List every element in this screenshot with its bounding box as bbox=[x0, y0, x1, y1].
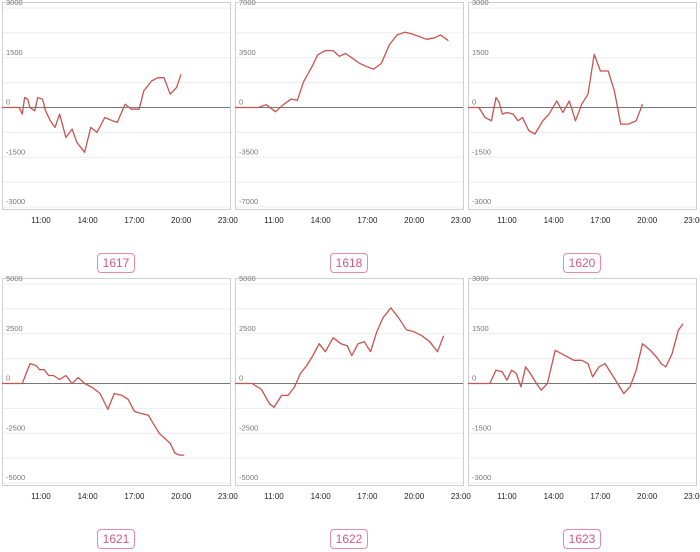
x-tick-label: 20:00 bbox=[637, 216, 658, 225]
x-tick-label: 17:00 bbox=[124, 492, 145, 501]
x-tick-label: 11:00 bbox=[497, 492, 517, 501]
x-tick-label: 20:00 bbox=[171, 492, 192, 501]
y-tick-label: -3000 bbox=[472, 473, 491, 482]
chart-svg: 3000 1500 0 -1500 -3000 11:00 14:00 17:00 20:00 2… bbox=[468, 274, 700, 501]
y-tick-label: -1500 bbox=[472, 423, 491, 432]
y-tick-label: 1500 bbox=[472, 48, 489, 57]
x-tick-label: 20:00 bbox=[404, 216, 425, 225]
x-tick-label: 11:00 bbox=[31, 492, 51, 501]
x-tick-label: 23:00 bbox=[684, 216, 700, 225]
chart-panel-1623: 3000 1500 0 -1500 -3000 11:00 14:00 17:00 20:00 2… bbox=[466, 274, 700, 552]
series-line bbox=[468, 323, 684, 395]
chart-panel-1618: 7000 3500 0 -3500 -7000 11:00 14:00 17:00 20:00 2… bbox=[233, 0, 471, 276]
chart-title: 1622 bbox=[329, 529, 369, 549]
y-tick-label: 1500 bbox=[472, 324, 489, 333]
y-tick-label: -3000 bbox=[472, 197, 491, 206]
y-tick-label: -1500 bbox=[472, 147, 491, 156]
y-tick-label: 3000 bbox=[6, 0, 23, 7]
x-tick-label: 14:00 bbox=[311, 216, 332, 225]
chart-title: 1621 bbox=[96, 529, 136, 549]
plot-area bbox=[468, 2, 697, 210]
chart-panel-1622: 5000 2500 0 -2500 -5000 11:00 14:00 17:00 20:00 2… bbox=[233, 274, 471, 552]
x-tick-label: 23:00 bbox=[218, 216, 239, 225]
x-tick-label: 20:00 bbox=[171, 216, 192, 225]
y-tick-label: 2500 bbox=[239, 324, 256, 333]
chart-svg: 3000 1500 0 -1500 -3000 11:00 14:00 17:00 20:00 2… bbox=[468, 0, 700, 225]
y-tick-label: 0 bbox=[472, 374, 476, 383]
x-tick-label: 20:00 bbox=[637, 492, 658, 501]
y-tick-label: 3500 bbox=[239, 48, 256, 57]
y-tick-label: 3000 bbox=[472, 274, 489, 283]
x-tick-label: 14:00 bbox=[78, 216, 99, 225]
y-tick-label: 7000 bbox=[239, 0, 256, 7]
chart-svg: 7000 3500 0 -3500 -7000 11:00 14:00 17:00 20:00 2… bbox=[235, 0, 471, 225]
y-tick-label: -5000 bbox=[239, 473, 258, 482]
plot-area bbox=[468, 278, 697, 486]
y-tick-label: 0 bbox=[239, 374, 243, 383]
y-tick-label: 0 bbox=[6, 98, 10, 107]
chart-panel-1621: 5000 2500 0 -2500 -5000 11:00 14:00 17:00 20:00 2… bbox=[0, 274, 238, 552]
y-tick-label: -3000 bbox=[6, 197, 25, 206]
plot-area bbox=[235, 2, 464, 210]
x-tick-label: 23:00 bbox=[451, 216, 472, 225]
chart-panel-1617: 3000 1500 0 -1500 -3000 11:00 14:00 17:00 20:00 2… bbox=[0, 0, 238, 276]
series-line bbox=[235, 31, 449, 113]
x-tick-label: 14:00 bbox=[544, 216, 565, 225]
series-line bbox=[468, 53, 644, 135]
chart-svg: 5000 2500 0 -2500 -5000 11:00 14:00 17:00 20:00 2… bbox=[235, 274, 471, 501]
y-tick-label: -2500 bbox=[6, 423, 25, 432]
y-tick-label: 2500 bbox=[6, 324, 23, 333]
x-tick-label: 11:00 bbox=[31, 216, 51, 225]
plot-area bbox=[2, 2, 231, 210]
x-tick-label: 23:00 bbox=[218, 492, 239, 501]
x-tick-label: 20:00 bbox=[404, 492, 425, 501]
x-tick-label: 11:00 bbox=[264, 492, 284, 501]
y-tick-label: 3000 bbox=[472, 0, 489, 7]
chart-title: 1618 bbox=[329, 253, 369, 273]
y-tick-label: 0 bbox=[472, 98, 476, 107]
x-tick-label: 17:00 bbox=[124, 216, 145, 225]
x-tick-label: 17:00 bbox=[357, 492, 378, 501]
y-tick-label: 5000 bbox=[239, 274, 256, 283]
series-line bbox=[2, 74, 182, 153]
x-tick-label: 14:00 bbox=[78, 492, 99, 501]
plot-area bbox=[2, 278, 231, 486]
y-tick-label: -1500 bbox=[6, 147, 25, 156]
plot-area bbox=[235, 278, 464, 486]
x-tick-label: 23:00 bbox=[451, 492, 472, 501]
series-line bbox=[2, 362, 185, 456]
x-tick-label: 23:00 bbox=[684, 492, 700, 501]
y-tick-label: 0 bbox=[6, 374, 10, 383]
x-tick-label: 11:00 bbox=[497, 216, 517, 225]
chart-svg: 5000 2500 0 -2500 -5000 11:00 14:00 17:00 20:00 2… bbox=[2, 274, 238, 501]
x-tick-label: 11:00 bbox=[264, 216, 284, 225]
chart-title: 1620 bbox=[562, 253, 602, 273]
y-tick-label: -5000 bbox=[6, 473, 25, 482]
x-tick-label: 14:00 bbox=[544, 492, 565, 501]
x-tick-label: 17:00 bbox=[357, 216, 378, 225]
y-tick-label: -3500 bbox=[239, 147, 258, 156]
y-tick-label: 5000 bbox=[6, 274, 23, 283]
y-tick-label: -7000 bbox=[239, 197, 258, 206]
y-tick-label: 0 bbox=[239, 98, 243, 107]
x-tick-label: 17:00 bbox=[590, 216, 611, 225]
chart-svg: 3000 1500 0 -1500 -3000 11:00 14:00 17:00 20:00 2… bbox=[2, 0, 238, 225]
y-tick-label: 1500 bbox=[6, 48, 23, 57]
chart-title: 1623 bbox=[562, 529, 602, 549]
x-tick-label: 14:00 bbox=[311, 492, 332, 501]
series-line bbox=[235, 307, 445, 409]
chart-title: 1617 bbox=[96, 253, 136, 273]
chart-panel-1620: 3000 1500 0 -1500 -3000 11:00 14:00 17:00 20:00 2… bbox=[466, 0, 700, 276]
x-tick-label: 17:00 bbox=[590, 492, 611, 501]
y-tick-label: -2500 bbox=[239, 423, 258, 432]
